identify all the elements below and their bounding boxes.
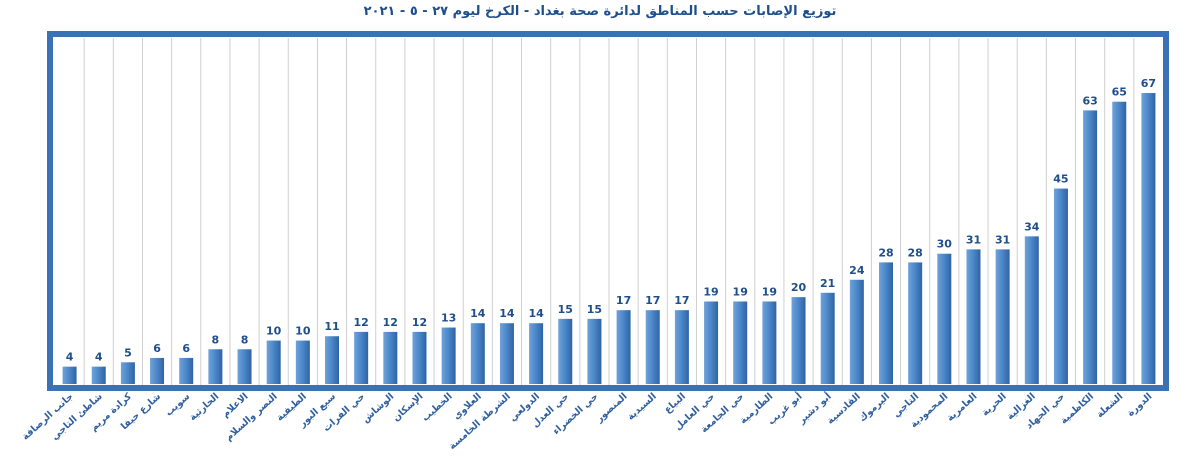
data-label: 14 xyxy=(528,307,544,320)
bar xyxy=(616,310,631,384)
data-label: 45 xyxy=(1053,173,1068,186)
data-label: 31 xyxy=(995,233,1010,246)
bar xyxy=(1141,93,1156,385)
data-label: 63 xyxy=(1082,94,1097,107)
data-label: 21 xyxy=(820,277,835,290)
data-label: 67 xyxy=(1141,77,1156,90)
data-label: 34 xyxy=(1024,220,1040,233)
data-label: 12 xyxy=(412,316,427,329)
data-label: 12 xyxy=(383,316,398,329)
bar xyxy=(1112,101,1127,384)
x-tick-label: الدورة xyxy=(1125,391,1154,419)
bar xyxy=(499,323,514,384)
data-label: 15 xyxy=(558,303,573,316)
bar xyxy=(325,336,339,384)
x-tick-label: البياع xyxy=(662,391,688,416)
data-label: 6 xyxy=(153,342,161,355)
bar xyxy=(208,349,223,384)
bar xyxy=(150,357,165,384)
x-tick-label: العامرية xyxy=(945,391,980,424)
data-label: 19 xyxy=(703,285,718,298)
data-label: 28 xyxy=(878,246,893,259)
bar xyxy=(237,349,252,384)
bar xyxy=(266,340,281,384)
bar xyxy=(908,262,923,384)
bar xyxy=(733,301,748,384)
data-label: 10 xyxy=(295,325,311,338)
data-label: 17 xyxy=(616,294,631,307)
data-label: 14 xyxy=(499,307,515,320)
bar xyxy=(62,366,77,384)
data-label: 19 xyxy=(733,285,748,298)
data-label: 10 xyxy=(266,325,282,338)
bar xyxy=(412,331,427,384)
bar xyxy=(762,301,777,384)
x-tick-label: جانب الرصافة xyxy=(20,391,76,443)
bar xyxy=(820,292,835,384)
x-tick-label: شاطئ التاجي xyxy=(49,391,104,442)
bar xyxy=(441,327,456,384)
data-label: 31 xyxy=(966,233,981,246)
data-label: 13 xyxy=(441,312,456,325)
bar xyxy=(587,318,602,384)
bar xyxy=(1024,236,1039,384)
chart-title: توزيع الإصابات حسب المناطق لدائرة صحة بغ… xyxy=(363,4,837,19)
bar xyxy=(91,366,106,384)
data-label: 24 xyxy=(849,264,865,277)
bar xyxy=(879,262,893,384)
data-label: 17 xyxy=(645,294,660,307)
data-label: 19 xyxy=(762,285,777,298)
bar xyxy=(179,357,194,384)
x-tick-label: اليرموك xyxy=(857,391,892,424)
bar xyxy=(645,310,660,384)
bar xyxy=(937,253,952,384)
data-label: 12 xyxy=(354,316,369,329)
bar xyxy=(383,331,398,384)
bar xyxy=(1083,110,1098,385)
x-tick-label: النصر والسلام xyxy=(223,391,279,443)
bar xyxy=(120,362,135,384)
x-tick-label: السيدية xyxy=(625,391,659,423)
data-label: 30 xyxy=(937,238,953,251)
bar xyxy=(791,297,806,384)
x-tick-label: الوشاش xyxy=(360,391,396,425)
bar xyxy=(966,249,981,384)
data-label: 65 xyxy=(1112,86,1127,99)
bar xyxy=(529,323,544,384)
bar xyxy=(1053,188,1068,384)
data-label: 17 xyxy=(674,294,689,307)
bar xyxy=(995,249,1010,384)
x-tick-label: المنصور xyxy=(593,391,629,425)
data-label: 15 xyxy=(587,303,602,316)
data-label: 8 xyxy=(212,333,220,346)
bar xyxy=(354,331,369,384)
x-tick-label: الخطيب xyxy=(420,391,455,424)
bar xyxy=(558,318,573,384)
data-label: 20 xyxy=(791,281,807,294)
bar xyxy=(470,323,485,384)
data-label: 8 xyxy=(241,333,249,346)
data-label: 5 xyxy=(124,346,132,359)
bar xyxy=(674,310,689,384)
data-label: 4 xyxy=(95,351,103,364)
data-label: 4 xyxy=(66,351,74,364)
x-tick-label: الشعلة xyxy=(1095,391,1126,420)
data-label: 6 xyxy=(182,342,190,355)
bar xyxy=(849,279,864,384)
data-label: 14 xyxy=(470,307,486,320)
x-tick-label: الإسكان xyxy=(391,391,426,424)
data-label: 28 xyxy=(908,246,923,259)
bar xyxy=(704,301,719,384)
bar xyxy=(295,340,310,384)
x-tick-label: الحارثية xyxy=(187,391,221,423)
data-label: 11 xyxy=(324,320,339,333)
